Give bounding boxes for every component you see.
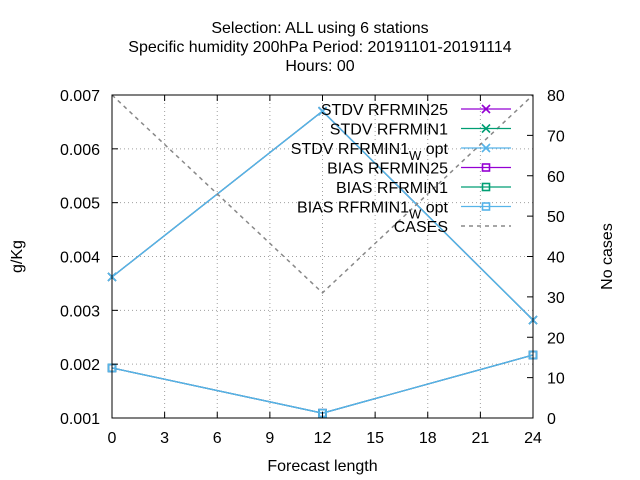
data-point-marker [481, 202, 491, 211]
legend-label-main: STDV RFRMIN25 [321, 102, 448, 119]
legend-label: BIAS RFRMIN1W opt [297, 200, 449, 222]
data-point-marker [481, 143, 491, 153]
data-point-marker [481, 123, 491, 134]
y2-tick-label: 20 [547, 330, 565, 347]
x-tick-label: 9 [265, 430, 274, 447]
series-cases [111, 94, 534, 294]
legend-label: BIAS RFRMIN25 [327, 161, 448, 178]
legend-label: CASES [394, 219, 448, 236]
series-bias-rfrmin1 [107, 350, 538, 418]
legend-label-main: STDV RFRMIN1 [330, 122, 448, 139]
y2-tick-label: 40 [547, 250, 565, 267]
title-line: Hours: 00 [285, 58, 354, 75]
legend-label: STDV RFRMIN25 [321, 102, 448, 119]
x-axis-label: Forecast length [267, 458, 377, 475]
y2-axis-label: No cases [599, 223, 616, 290]
x-tick-label: 12 [314, 430, 332, 447]
legend-label-main: STDV RFRMIN1 [291, 141, 409, 158]
data-point-marker [317, 106, 328, 116]
y-tick-label: 0.002 [60, 357, 100, 374]
legend-label-sub: W [409, 148, 422, 163]
title-line: Specific humidity 200hPa Period: 2019110… [128, 39, 511, 56]
x-tick-label: 21 [471, 430, 489, 447]
legend-label-tail: opt [421, 141, 448, 158]
legend-label: STDV RFRMIN1 [330, 122, 448, 139]
data-point-marker [481, 182, 491, 192]
y2-tick-label: 60 [547, 169, 565, 186]
x-tick-label: 0 [108, 430, 117, 447]
x-tick-label: 24 [524, 430, 542, 447]
legend-label-main: BIAS RFRMIN25 [327, 161, 448, 178]
y-tick-label: 0.004 [60, 250, 100, 267]
y-tick-label: 0.007 [60, 88, 100, 105]
legend-label: BIAS RFRMIN1 [336, 180, 448, 197]
series-bias-rfrmin1-w-opt [107, 350, 538, 418]
data-point-marker [481, 163, 491, 172]
y-tick-label: 0.003 [60, 303, 100, 320]
y2-tick-label: 80 [547, 88, 565, 105]
y-tick-label: 0.001 [60, 411, 100, 428]
y2-tick-label: 10 [547, 371, 565, 388]
y-tick-label: 0.005 [60, 196, 100, 213]
x-tick-label: 3 [160, 430, 169, 447]
legend-entry: STDV RFRMIN1W opt [291, 141, 511, 163]
legend-label-main: BIAS RFRMIN1 [336, 180, 448, 197]
legend-label-sub: W [409, 207, 422, 222]
legend-entry: STDV RFRMIN1 [330, 122, 511, 139]
legend-entry: BIAS RFRMIN25 [327, 161, 511, 178]
legend-entry: BIAS RFRMIN1 [336, 180, 511, 197]
y2-tick-label: 50 [547, 209, 565, 226]
x-tick-label: 6 [213, 430, 222, 447]
legend-label-main: CASES [394, 219, 448, 236]
y-tick-label: 0.006 [60, 142, 100, 159]
legend-label-main: BIAS RFRMIN1 [297, 200, 409, 217]
data-point-marker [481, 104, 491, 114]
series-line [111, 94, 534, 294]
legend-label-tail: opt [421, 200, 448, 217]
legend-entry: BIAS RFRMIN1W opt [297, 200, 511, 222]
axes: 0 3 6 9 12 15 18 21 24 0.001 0.002 0.003 0.004 0.005 0… [9, 88, 616, 475]
y2-tick-label: 30 [547, 290, 565, 307]
legend-entry: STDV RFRMIN25 [321, 102, 511, 119]
y-axis-label: g/Kg [9, 240, 26, 273]
legend-label: STDV RFRMIN1W opt [291, 141, 449, 163]
legend-entry: CASES [394, 219, 511, 236]
x-tick-label: 15 [366, 430, 384, 447]
title-line: Selection: ALL using 6 stations [211, 20, 428, 37]
x-tick-label: 18 [419, 430, 437, 447]
series-bias-rfrmin25 [107, 350, 538, 418]
chart-title: Selection: ALL using 6 stations Specific … [128, 20, 511, 75]
y2-tick-label: 70 [547, 128, 565, 145]
y2-tick-label: 0 [547, 411, 556, 428]
